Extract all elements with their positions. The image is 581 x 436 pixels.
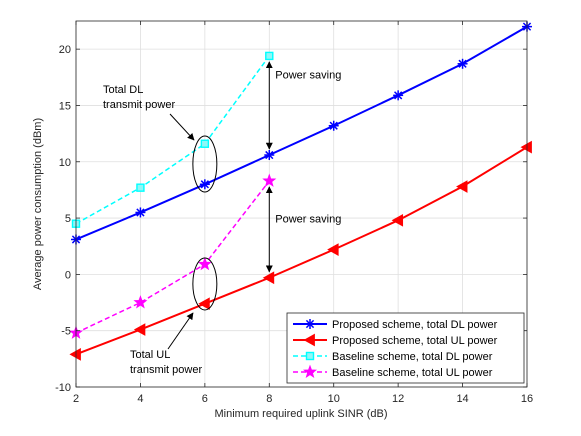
data-point-triangle [456,180,468,193]
data-point-star [262,173,277,187]
series-line [75,146,528,356]
data-point-star [133,295,148,309]
data-point-asterisk [135,207,146,218]
plot-frame [75,20,528,388]
data-point-triangle [69,347,81,361]
data-point-square [136,183,145,192]
series-line [75,25,528,241]
ul-highlight-ellipse [192,257,218,311]
data-point-triangle [327,243,339,256]
data-point-square [265,51,274,61]
annotation-layer: Total DL transmit power Total UL transmit p… [103,61,341,376]
dl-highlight-ellipse [192,135,218,193]
data-point-asterisk [393,90,404,101]
data-point-square [200,139,210,148]
data-point-triangle [303,333,315,347]
marker-stroke [136,208,145,217]
legend-label: Proposed scheme, total DL power [332,319,498,331]
marker-stroke [305,319,315,329]
power-saving-label: Power saving [275,214,341,226]
data-point-triangle [391,213,404,227]
y-tick-label: 15 [59,100,71,112]
y-tick-label: 10 [59,157,71,169]
legend: Proposed scheme, total DL power Proposed … [286,312,525,384]
series-line [75,55,270,225]
marker-stroke [265,150,274,160]
data-point-square [305,351,315,361]
y-tick-label: -5 [61,326,71,338]
y-tick-label: 0 [65,269,71,281]
data-point-triangle [520,140,532,154]
legend-label: Baseline scheme, total DL power [332,351,493,363]
data-point-star [197,256,212,271]
x-tick-label: 8 [266,393,272,405]
y-tick-label: 20 [59,44,71,56]
marker-stroke [394,91,403,100]
legend-item: Proposed scheme, total DL power [293,319,498,331]
data-point-asterisk [328,120,339,131]
ul-annotation-line-1: Total UL [130,349,170,361]
y-tick-label: -10 [55,382,71,394]
marker-stroke [200,180,209,189]
legend-item: Baseline scheme, total DL power [293,351,493,363]
data-point-triangle [133,323,146,336]
x-tick-label: 2 [73,393,79,405]
y-tick-label: 5 [65,213,71,225]
dl-annotation-line-2: transmit power [103,99,175,111]
marker-stroke [329,121,338,130]
marker-stroke [458,59,467,68]
x-tick-label: 16 [521,393,533,405]
data-point-asterisk [305,319,315,329]
legend-label: Proposed scheme, total UL power [332,335,498,347]
x-tick-label: 12 [392,393,404,405]
dl-annotation-arrow [169,113,195,141]
x-tick-label: 10 [328,393,340,405]
x-tick-label: 6 [202,393,208,405]
series-layer [68,21,532,361]
data-point-triangle [198,297,210,311]
data-point-asterisk [457,58,468,69]
ul-annotation-line-2: transmit power [130,364,202,376]
dl-annotation-line-1: Total DL [103,84,143,96]
x-tick-label: 4 [137,393,143,405]
ul-annotation-arrow [167,312,194,350]
series-2 [69,140,532,361]
y-axis-label: Average power consumption (dBm) [32,118,44,290]
x-axis-label: Minimum required uplink SINR (dB) [215,408,388,420]
legend-item: Proposed scheme, total UL power [293,333,498,347]
legend-label: Baseline scheme, total UL power [332,367,493,379]
series-line [75,180,270,334]
data-point-asterisk [199,179,210,190]
x-tick-label: 14 [456,393,468,405]
ticks: 2 4 6 8 10 12 14 16 -10 -5 0 5 10 15 20 [55,21,533,405]
data-point-star [302,364,318,378]
data-point-triangle [262,271,275,285]
power-saving-label: Power saving [275,69,341,81]
legend-item: Baseline scheme, total UL power [293,364,493,379]
data-point-asterisk [264,150,275,161]
